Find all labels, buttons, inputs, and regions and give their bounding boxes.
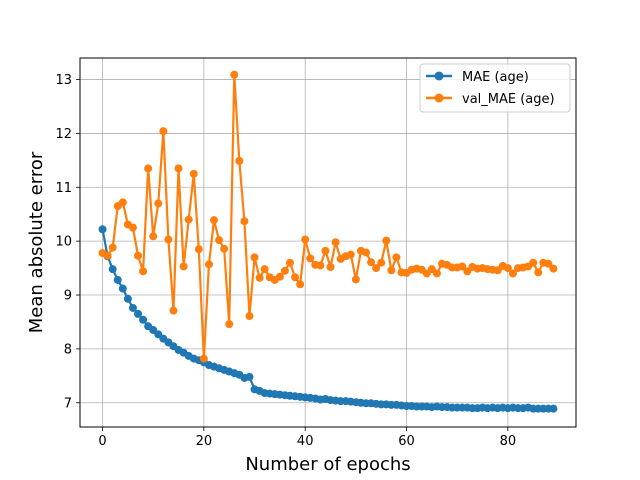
data-point: [260, 265, 269, 274]
data-point: [301, 235, 310, 244]
series-line: [102, 73, 555, 360]
data-point: [326, 263, 335, 272]
data-point: [134, 309, 143, 318]
plot-frame: [79, 57, 577, 428]
legend-label-val-mae: val_MAE (age): [462, 92, 555, 107]
data-point: [351, 275, 360, 284]
y-tick-label: 11: [55, 181, 72, 196]
data-point: [159, 127, 168, 136]
data-point: [164, 235, 173, 244]
data-point: [372, 264, 381, 273]
data-point: [189, 169, 198, 178]
data-point: [103, 251, 112, 260]
legend-label-mae: MAE (age): [462, 70, 529, 85]
data-point: [377, 258, 386, 267]
data-point: [549, 264, 558, 273]
data-point: [118, 198, 127, 207]
data-point: [508, 269, 517, 278]
data-point: [149, 232, 158, 241]
data-point: [534, 268, 543, 277]
data-point: [210, 216, 219, 225]
y-tick-label: 9: [64, 289, 72, 304]
data-point: [458, 262, 467, 271]
data-point: [529, 258, 538, 267]
data-point: [346, 250, 355, 259]
data-point: [306, 254, 315, 263]
data-point: [316, 261, 325, 270]
y-tick-label: 13: [55, 73, 72, 88]
data-point: [215, 236, 224, 245]
data-point: [199, 354, 208, 363]
legend-box: [419, 63, 571, 113]
data-point: [225, 320, 234, 329]
data-point: [382, 236, 391, 245]
legend-marker-mae: [434, 71, 444, 81]
x-tick-label: 40: [297, 434, 314, 449]
data-point: [296, 280, 305, 289]
series-mae: [98, 225, 558, 413]
data-point: [128, 303, 137, 312]
legend-marker-val-mae: [434, 93, 444, 103]
data-point: [503, 264, 512, 273]
data-point: [361, 248, 370, 257]
data-point: [367, 258, 376, 267]
data-point: [275, 272, 284, 281]
data-point: [286, 258, 295, 267]
data-point: [118, 284, 127, 293]
data-point: [230, 70, 239, 79]
axis-ticks: 0 20 40 60 80 7 8 9 10 11 12 13: [55, 73, 516, 449]
data-point: [291, 273, 300, 282]
data-point: [220, 244, 229, 253]
x-tick-label: 0: [98, 434, 106, 449]
data-point: [174, 164, 183, 173]
data-point: [280, 266, 289, 275]
data-point: [544, 259, 553, 268]
data-point: [331, 238, 340, 247]
data-point: [98, 225, 107, 234]
data-point: [240, 217, 249, 226]
data-point: [108, 243, 117, 252]
data-point: [387, 266, 396, 275]
data-point: [235, 156, 244, 165]
data-point: [128, 223, 137, 232]
data-point: [123, 294, 132, 303]
data-point: [179, 262, 188, 271]
data-point: [245, 312, 254, 321]
data-point: [139, 315, 148, 324]
data-point: [392, 253, 401, 262]
x-tick-label: 80: [500, 434, 517, 449]
data-point: [154, 199, 163, 208]
data-point: [204, 260, 213, 269]
y-tick-label: 7: [64, 396, 72, 411]
data-point: [549, 404, 558, 413]
data-point: [184, 215, 193, 224]
data-point: [255, 273, 264, 282]
y-axis-label: Mean absolute error: [26, 151, 47, 333]
x-tick-label: 60: [398, 434, 415, 449]
x-axis-label: Number of epochs: [245, 454, 410, 475]
y-tick-label: 12: [55, 127, 72, 142]
data-point: [108, 265, 117, 274]
data-point: [194, 245, 203, 254]
y-tick-label: 10: [55, 235, 72, 250]
data-point: [144, 164, 153, 173]
legend: MAE (age) val_MAE (age): [419, 63, 571, 113]
data-point: [113, 275, 122, 284]
data-point: [169, 306, 178, 315]
data-point: [139, 267, 148, 276]
data-point: [134, 251, 143, 260]
data-point: [250, 253, 259, 262]
x-tick-label: 20: [196, 434, 213, 449]
data-point: [245, 372, 254, 381]
data-point: [321, 246, 330, 255]
plot-series: [98, 70, 558, 413]
data-point: [432, 269, 441, 278]
y-tick-label: 8: [64, 342, 72, 357]
grid: [80, 58, 576, 427]
series-val-mae: [98, 70, 558, 363]
